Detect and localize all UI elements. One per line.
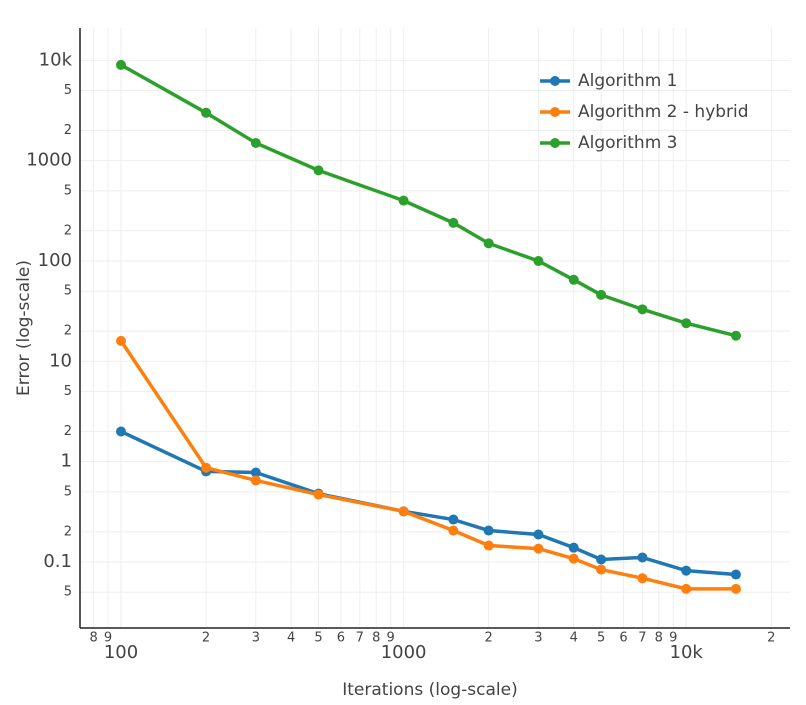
x-tick-label: 4 (287, 631, 295, 646)
data-point (448, 525, 459, 536)
data-point (596, 289, 607, 300)
x-tick-label: 10k (670, 642, 704, 663)
data-point (313, 165, 324, 176)
data-point (681, 318, 692, 329)
y-tick-label: 100 (38, 250, 72, 271)
data-point (483, 238, 494, 249)
x-tick-label: 2 (202, 631, 210, 646)
legend-marker (550, 138, 560, 148)
data-point (637, 304, 648, 315)
y-tick-label: 2 (64, 223, 72, 238)
data-point (730, 330, 741, 341)
data-point (533, 529, 544, 540)
y-tick-label: 2 (64, 324, 72, 339)
data-point (483, 540, 494, 551)
x-tick-label: 7 (356, 631, 364, 646)
x-tick-label: 3 (534, 631, 542, 646)
x-tick-label: 100 (104, 642, 138, 663)
series-line (119, 339, 736, 591)
data-point (533, 256, 544, 267)
x-tick-label: 8 (89, 631, 97, 646)
data-point (250, 475, 261, 486)
x-tick-label: 2 (767, 631, 775, 646)
legend-marker (550, 107, 560, 117)
data-point (568, 542, 579, 553)
y-tick-label: 10 (49, 350, 72, 371)
y-axis-title: Error (log-scale) (14, 260, 34, 396)
y-tick-label: 2 (64, 424, 72, 439)
data-point (681, 583, 692, 594)
grid (80, 28, 790, 628)
y-tick-label: 2 (64, 524, 72, 539)
data-point (637, 573, 648, 584)
data-point (313, 489, 324, 500)
data-point (568, 553, 579, 564)
y-tick-label: 5 (64, 585, 72, 600)
x-tick-label: 6 (337, 631, 345, 646)
data-point (730, 569, 741, 580)
data-point (448, 514, 459, 525)
legend-marker (550, 76, 560, 86)
y-tick-label: 5 (64, 183, 72, 198)
x-tick-label: 7 (638, 631, 646, 646)
x-tick-label: 2 (485, 631, 493, 646)
x-tick-label: 5 (314, 631, 322, 646)
y-tick-label: 5 (64, 484, 72, 499)
data-point (730, 583, 741, 594)
data-point (596, 564, 607, 575)
x-tick-label: 1000 (381, 642, 427, 663)
data-point (116, 335, 127, 346)
data-point (681, 565, 692, 576)
y-tick-label: 2 (64, 123, 72, 138)
x-tick-label: 9 (669, 631, 677, 646)
y-tick-label: 0.1 (43, 551, 72, 572)
data-point (483, 525, 494, 536)
x-tick-label: 8 (372, 631, 380, 646)
y-tick-label: 5 (64, 384, 72, 399)
x-tick-label: 5 (597, 631, 605, 646)
y-tick-label: 1000 (26, 150, 72, 171)
x-tick-label: 6 (619, 631, 627, 646)
x-tick-label: 8 (655, 631, 663, 646)
data-point (596, 554, 607, 565)
x-tick-label: 9 (104, 631, 112, 646)
data-point (637, 552, 648, 563)
data-point (201, 462, 212, 473)
legend: Algorithm 1 Algorithm 2 - hybrid Algorithm… (540, 71, 749, 153)
data-point (250, 467, 261, 478)
data-point (116, 59, 127, 70)
y-tick-label: 10k (39, 49, 73, 70)
x-tick-label: 9 (387, 631, 395, 646)
legend-label: Algorithm 3 (578, 133, 677, 153)
x-axis-title: Iterations (log-scale) (342, 680, 518, 700)
y-tick-label: 5 (64, 83, 72, 98)
data-point (398, 195, 409, 206)
x-tick-label: 3 (252, 631, 260, 646)
data-point (250, 138, 261, 149)
data-point (448, 217, 459, 228)
data-point (398, 506, 409, 517)
y-tick-label: 1 (61, 451, 72, 472)
data-point (568, 274, 579, 285)
data-point (201, 107, 212, 118)
legend-label: Algorithm 2 - hybrid (578, 102, 749, 122)
data-point (533, 543, 544, 554)
x-tick-label: 4 (570, 631, 578, 646)
y-tick-label: 5 (64, 284, 72, 299)
legend-label: Algorithm 1 (578, 71, 677, 91)
data-point (116, 426, 127, 437)
